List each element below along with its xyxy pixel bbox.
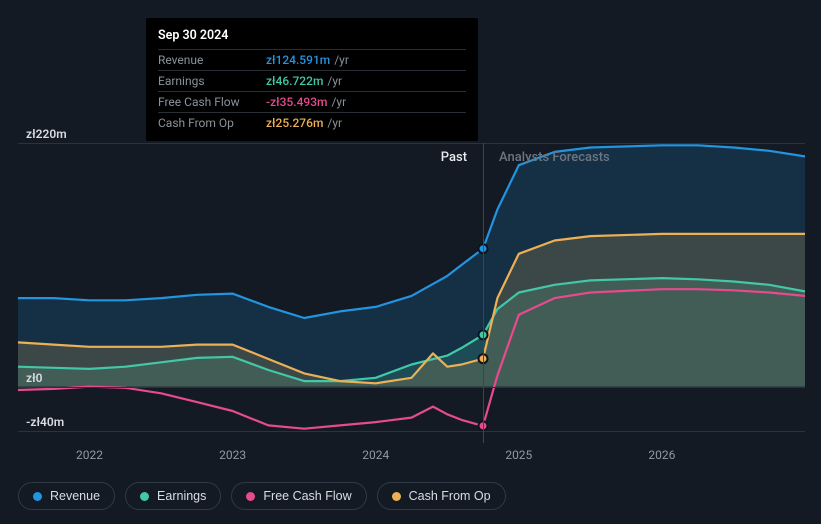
tooltip-value: -zł35.493m [266, 95, 327, 109]
legend-item-fcf[interactable]: Free Cash Flow [231, 482, 366, 510]
past-label: Past [441, 150, 467, 165]
x-axis-label: 2026 [648, 448, 675, 462]
y-gridline [18, 431, 805, 432]
legend-label: Cash From Op [409, 489, 491, 503]
legend-dot-icon [246, 492, 255, 501]
tooltip-value: zł124.591m [266, 53, 330, 67]
y-gridline [18, 387, 805, 388]
legend-dot-icon [140, 492, 149, 501]
y-gridline [18, 143, 805, 144]
tooltip-value: zł46.722m [266, 74, 323, 88]
x-axis-label: 2024 [362, 448, 389, 462]
legend-dot-icon [392, 492, 401, 501]
x-axis-label: 2025 [505, 448, 532, 462]
tooltip-row: Cash From Opzł25.276m/yr [158, 112, 466, 133]
legend: Revenue Earnings Free Cash Flow Cash From O… [18, 482, 506, 510]
chart-tooltip: Sep 30 2024 Revenuezł124.591m/yrEarnings… [146, 18, 478, 141]
chart-svg [18, 132, 805, 442]
legend-label: Free Cash Flow [263, 489, 351, 503]
tooltip-metric: Earnings [158, 74, 266, 88]
tooltip-unit: /yr [327, 116, 342, 130]
y-axis-label: zł220m [26, 127, 67, 141]
tooltip-unit: /yr [334, 53, 349, 67]
tooltip-row: Revenuezł124.591m/yr [158, 49, 466, 70]
y-axis-label: zł0 [26, 371, 43, 385]
tooltip-row: Free Cash Flow-zł35.493m/yr [158, 91, 466, 112]
tooltip-metric: Revenue [158, 53, 266, 67]
legend-dot-icon [33, 492, 42, 501]
legend-item-earnings[interactable]: Earnings [125, 482, 221, 510]
legend-label: Earnings [157, 489, 206, 503]
legend-item-revenue[interactable]: Revenue [18, 482, 115, 510]
tooltip-unit: /yr [331, 95, 346, 109]
tooltip-metric: Cash From Op [158, 116, 266, 130]
tooltip-row: Earningszł46.722m/yr [158, 70, 466, 91]
tooltip-value: zł25.276m [266, 116, 323, 130]
tooltip-metric: Free Cash Flow [158, 95, 266, 109]
past-forecast-divider [483, 143, 484, 443]
legend-label: Revenue [50, 489, 100, 503]
x-axis-label: 2023 [219, 448, 246, 462]
chart-area: zł220mzł0-zł40m20222023202420252026PastA… [18, 132, 805, 442]
y-axis-label: -zł40m [26, 415, 64, 429]
tooltip-date: Sep 30 2024 [158, 28, 466, 43]
forecast-label: Analysts Forecasts [499, 150, 610, 165]
x-axis-label: 2022 [76, 448, 103, 462]
tooltip-unit: /yr [327, 74, 342, 88]
legend-item-cfo[interactable]: Cash From Op [377, 482, 506, 510]
